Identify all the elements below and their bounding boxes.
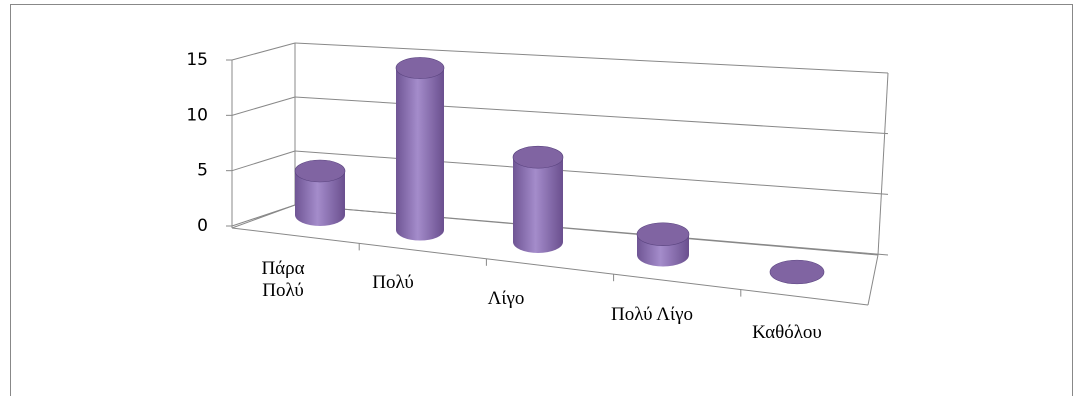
grid-line: [294, 150, 889, 195]
y-tick-label: 5: [197, 161, 208, 181]
bar: [636, 222, 690, 267]
y-tick-label: 10: [186, 105, 208, 125]
y-tick-label: 0: [197, 216, 208, 236]
bar: [769, 259, 825, 285]
grid-line: [231, 150, 296, 172]
x-tick-label: Καθόλου: [752, 322, 822, 343]
grid-line: [294, 96, 889, 135]
x-tick-label: Πάρα Πολύ: [261, 258, 305, 301]
grid-line: [294, 204, 889, 256]
x-tick-label: Πολύ: [372, 272, 414, 293]
x-tick-label: Πολύ Λίγο: [611, 304, 693, 325]
grid-line: [231, 96, 296, 116]
bar: [294, 159, 346, 226]
bar: [395, 57, 445, 241]
grid-line: [231, 204, 296, 227]
y-tick-label: 15: [186, 50, 208, 70]
bar: [512, 145, 564, 253]
x-tick-label: Λίγο: [487, 288, 525, 309]
grid-line: [231, 42, 296, 61]
grid-line: [294, 42, 889, 74]
